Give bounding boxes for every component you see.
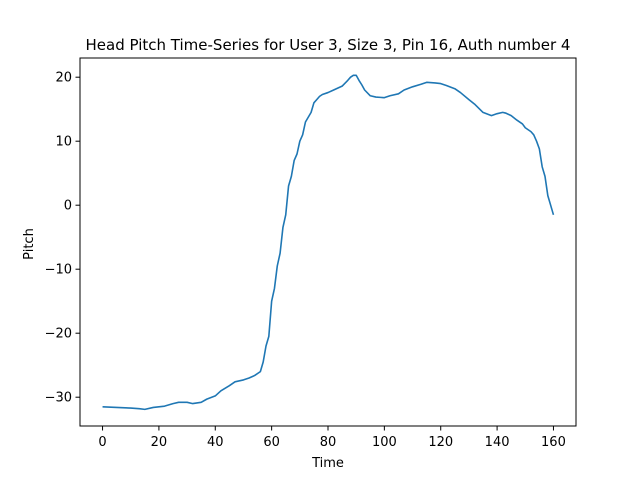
x-tick-label: 80: [320, 435, 337, 450]
x-axis-label: Time: [311, 456, 344, 471]
y-axis-label: Pitch: [22, 228, 37, 260]
chart-title: Head Pitch Time-Series for User 3, Size …: [86, 36, 571, 54]
x-tick-label: 160: [541, 435, 566, 450]
axes: 0 20 40 60 80 100 120 140 160 −30 −20 −10 0 10 20: [45, 57, 577, 450]
series-line: [102, 74, 555, 411]
x-tick-label: 100: [372, 435, 397, 450]
y-tick-label: −10: [45, 263, 72, 278]
y-tick-label: 0: [64, 199, 72, 214]
x-tick-label: 120: [428, 435, 453, 450]
x-tick-label: 140: [485, 435, 510, 450]
y-tick-label: −20: [45, 327, 72, 342]
x-tick-label: 40: [207, 435, 224, 450]
y-tick-label: 20: [55, 71, 72, 86]
x-tick-label: 0: [98, 435, 106, 450]
plot-area: [102, 74, 555, 411]
x-tick-label: 60: [263, 435, 280, 450]
y-tick-label: −30: [45, 391, 72, 406]
y-tick-label: 10: [55, 135, 72, 150]
x-tick-label: 20: [151, 435, 168, 450]
